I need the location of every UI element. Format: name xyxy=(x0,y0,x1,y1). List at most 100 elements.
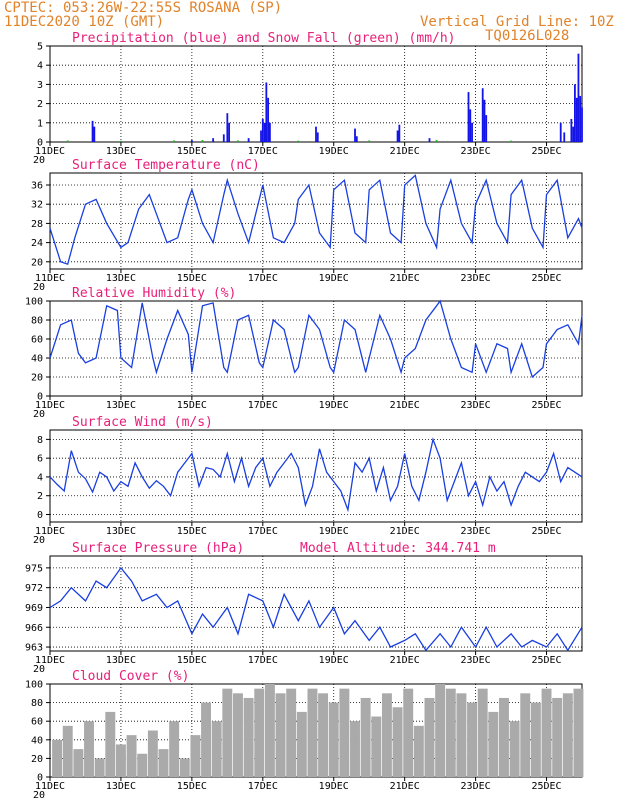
series-line xyxy=(49,174,583,266)
cloud-bar xyxy=(562,693,573,777)
panel-frame xyxy=(49,172,583,270)
cloud-bar xyxy=(328,702,339,777)
cloud-bar xyxy=(541,688,552,777)
x-tick-label: 13DEC xyxy=(106,273,136,284)
precip-bar xyxy=(315,126,317,142)
x-tick-label: 15DEC xyxy=(177,273,207,284)
precip-bar xyxy=(428,138,431,142)
x-tick-label: 13DEC xyxy=(106,655,136,666)
panel-title: Surface Temperature (nC) xyxy=(72,158,260,173)
cloud-bar xyxy=(147,730,158,777)
cloud-bar xyxy=(403,688,414,777)
x-tick-label: 11DEC xyxy=(35,781,65,792)
series-line xyxy=(49,299,583,379)
panel-frame xyxy=(49,429,583,523)
snow-bar xyxy=(120,140,122,142)
cloud-bar xyxy=(435,684,446,777)
x-tick-label: 11DEC xyxy=(35,273,65,284)
cloud-bar xyxy=(62,725,73,777)
precip-bar xyxy=(212,138,215,142)
panel-title: Cloud Cover (%) xyxy=(72,669,189,684)
x-tick-label: 13DEC xyxy=(106,526,136,537)
precip-bar xyxy=(265,82,268,142)
cloud-bar xyxy=(222,688,233,777)
precip-bar xyxy=(228,122,231,142)
x-tick-label: 19DEC xyxy=(319,400,349,411)
cloud-bar xyxy=(254,688,265,777)
y-tick-label: 32 xyxy=(31,200,43,211)
cloud-bar xyxy=(201,702,212,777)
cloud-bar xyxy=(264,684,275,777)
x-tick-label: 25DEC xyxy=(531,146,561,157)
panel-title: Surface Wind (m/s) xyxy=(72,415,213,430)
y-tick-label: 8 xyxy=(37,435,43,446)
x-tick-label: 23DEC xyxy=(461,526,491,537)
x-tick-label: 15DEC xyxy=(177,400,207,411)
precip-bar xyxy=(467,92,470,142)
precip-bar xyxy=(485,115,488,142)
x-tick-label: 17DEC xyxy=(248,146,278,157)
snow-bar xyxy=(237,140,239,142)
cloud-bar xyxy=(360,697,371,777)
y-tick-label: 4 xyxy=(37,472,43,483)
panel-5: 963 966 969 972 975 11DEC 13DEC 15DEC 17DEC 19DEC… xyxy=(25,541,583,675)
y-tick-label: 24 xyxy=(31,238,43,249)
x-tick-label: 11DEC xyxy=(35,400,65,411)
cloud-bar xyxy=(52,739,63,777)
y-tick-label: 20 xyxy=(31,373,43,384)
cloud-bar xyxy=(243,697,254,777)
cloud-bar xyxy=(445,688,456,777)
panel-6: 0 20 40 60 80 100 11DEC 13DEC 15DEC 17DEC 19DEC 21D… xyxy=(25,669,584,800)
x-tick-label: 25DEC xyxy=(531,400,561,411)
cloud-bar xyxy=(158,749,169,777)
y-tick-label: 0 xyxy=(37,138,43,149)
series-line xyxy=(49,437,583,513)
precip-bar xyxy=(267,97,270,142)
series-line xyxy=(49,566,583,652)
cloud-bar xyxy=(115,744,126,777)
y-tick-label: 3 xyxy=(37,80,43,91)
cloud-bar xyxy=(211,721,222,777)
precip-bar xyxy=(226,113,229,142)
x-tick-label: 23DEC xyxy=(461,655,491,666)
panel-frame xyxy=(49,300,583,397)
cloud-bar xyxy=(126,735,137,777)
x-tick-label: 11DEC xyxy=(35,146,65,157)
precip-bar xyxy=(263,122,266,142)
y-tick-label: 2 xyxy=(37,491,43,502)
panel-annotation: Model Altitude: 344.741 m xyxy=(300,541,496,556)
cloud-bar xyxy=(94,758,105,777)
x-tick-label: 19DEC xyxy=(319,146,349,157)
cloud-bar xyxy=(190,735,201,777)
precip-bar xyxy=(354,128,356,142)
y-tick-label: 60 xyxy=(31,717,43,728)
y-tick-label: 972 xyxy=(25,583,43,594)
precip-bar xyxy=(222,134,225,142)
cloud-bar xyxy=(552,697,563,777)
x-tick-label: 19DEC xyxy=(319,781,349,792)
y-tick-label: 80 xyxy=(31,316,43,327)
x-tick-label: 23DEC xyxy=(461,400,491,411)
cloud-bar xyxy=(318,693,329,777)
x-tick-label: 25DEC xyxy=(531,781,561,792)
x-tick-label: 19DEC xyxy=(319,526,349,537)
x-tick-label: 21DEC xyxy=(390,781,420,792)
y-tick-label: 963 xyxy=(25,643,43,654)
y-tick-label: 966 xyxy=(25,623,43,634)
cloud-bar xyxy=(296,711,307,777)
y-tick-label: 100 xyxy=(25,680,43,691)
y-tick-label: 20 xyxy=(31,754,43,765)
cloud-bar xyxy=(105,711,116,777)
cloud-bar xyxy=(84,721,94,777)
cloud-bar xyxy=(520,693,531,777)
header-line1: CPTEC: 053:26W-22:55S ROSANA (SP) xyxy=(4,0,283,16)
panel-1: 0 1 2 3 4 5 11DEC 13DEC 15DEC 17DEC 19DEC 21DEC 23DE… xyxy=(33,31,583,166)
cloud-bar xyxy=(456,693,467,777)
x-tick-fragment: 20 xyxy=(33,409,45,420)
cloud-bar xyxy=(467,702,478,777)
panel-frame xyxy=(49,555,583,652)
x-tick-label: 23DEC xyxy=(461,781,491,792)
x-tick-label: 25DEC xyxy=(531,273,561,284)
precip-bar xyxy=(563,132,566,142)
precip-bar xyxy=(190,140,193,142)
